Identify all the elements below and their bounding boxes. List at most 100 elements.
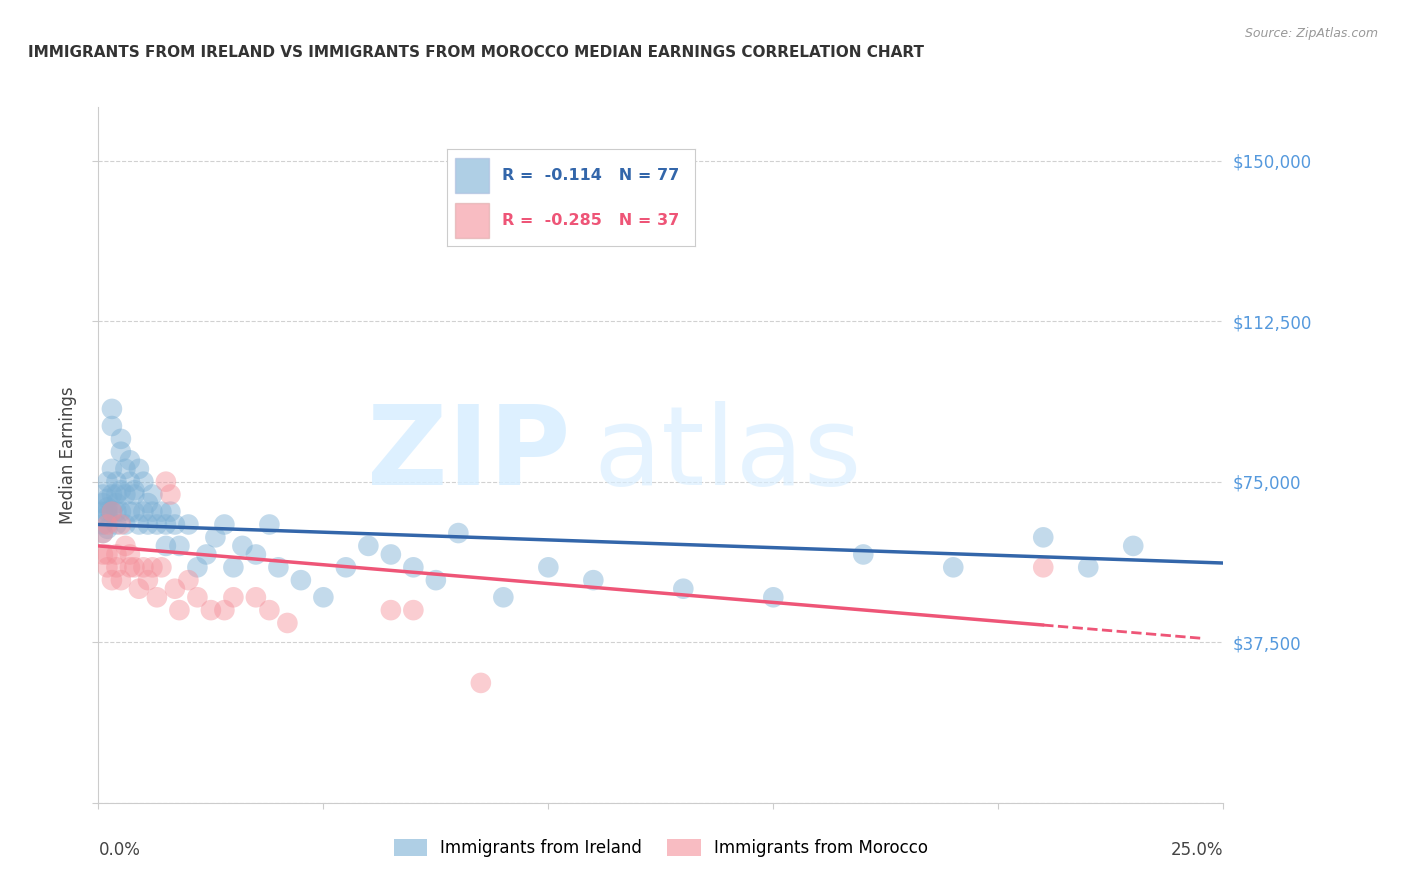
Point [91,526,114,541]
Point [159,505,181,519]
Point [1032,530,1054,544]
Point [124,483,146,498]
Point [124,487,146,501]
Text: Source: ZipAtlas.com: Source: ZipAtlas.com [1244,27,1378,40]
Point [222,591,245,605]
Point [357,539,380,553]
Point [96,522,118,536]
Point [214,603,236,617]
Point [105,505,128,519]
Point [177,573,200,587]
FancyBboxPatch shape [454,203,489,238]
Point [118,560,141,574]
Point [672,582,695,596]
Point [163,582,186,596]
Point [105,560,128,574]
Point [91,487,114,501]
Point [141,487,163,501]
Point [141,505,163,519]
Point [101,462,124,476]
Point [492,591,515,605]
Point [128,462,150,476]
Point [537,560,560,574]
Point [105,548,128,562]
Point [177,517,200,532]
Point [380,603,402,617]
Point [942,560,965,574]
Point [105,517,128,532]
Text: R =  -0.285   N = 37: R = -0.285 N = 37 [502,213,679,228]
Point [105,496,128,510]
Point [110,573,132,587]
Point [136,573,159,587]
Point [91,517,114,532]
Point [259,603,281,617]
Point [96,548,118,562]
Point [200,603,222,617]
Point [128,517,150,532]
Point [155,539,177,553]
Point [169,539,191,553]
Point [402,603,425,617]
Point [470,676,492,690]
Point [136,496,159,510]
Text: R =  -0.114   N = 77: R = -0.114 N = 77 [502,168,679,183]
Point [155,475,177,489]
Point [150,560,173,574]
Point [222,560,245,574]
Point [101,505,124,519]
Point [124,560,146,574]
Point [195,548,218,562]
Point [155,517,177,532]
Y-axis label: Median Earnings: Median Earnings [59,386,77,524]
Point [312,591,335,605]
Point [146,591,169,605]
Text: IMMIGRANTS FROM IRELAND VS IMMIGRANTS FROM MOROCCO MEDIAN EARNINGS CORRELATION C: IMMIGRANTS FROM IRELAND VS IMMIGRANTS FR… [28,45,924,60]
Point [146,517,169,532]
Point [110,505,132,519]
Point [267,560,290,574]
Point [96,517,118,532]
Point [118,453,141,467]
Text: 25.0%: 25.0% [1171,841,1223,859]
Point [110,517,132,532]
Point [582,573,605,587]
Point [447,526,470,541]
Point [169,603,191,617]
Point [105,475,128,489]
Point [214,517,236,532]
Point [136,517,159,532]
Point [1077,560,1099,574]
Point [96,500,118,515]
Point [245,548,267,562]
Point [91,505,114,519]
Point [91,548,114,562]
Point [425,573,447,587]
Point [231,539,253,553]
Point [96,505,118,519]
Text: atlas: atlas [593,401,862,508]
Point [96,508,118,523]
Point [128,582,150,596]
Point [335,560,357,574]
Text: 0.0%: 0.0% [98,841,141,859]
Point [96,491,118,506]
Point [259,517,281,532]
Point [141,560,163,574]
Point [114,462,136,476]
Point [132,560,155,574]
Point [105,487,128,501]
Point [1032,560,1054,574]
Point [124,505,146,519]
Point [402,560,425,574]
Point [101,401,124,416]
Point [276,615,298,630]
Point [118,475,141,489]
Point [762,591,785,605]
Point [114,517,136,532]
Point [110,483,132,498]
Point [132,475,155,489]
Point [91,526,114,541]
Legend: Immigrants from Ireland, Immigrants from Morocco: Immigrants from Ireland, Immigrants from… [387,832,935,864]
Point [118,505,141,519]
